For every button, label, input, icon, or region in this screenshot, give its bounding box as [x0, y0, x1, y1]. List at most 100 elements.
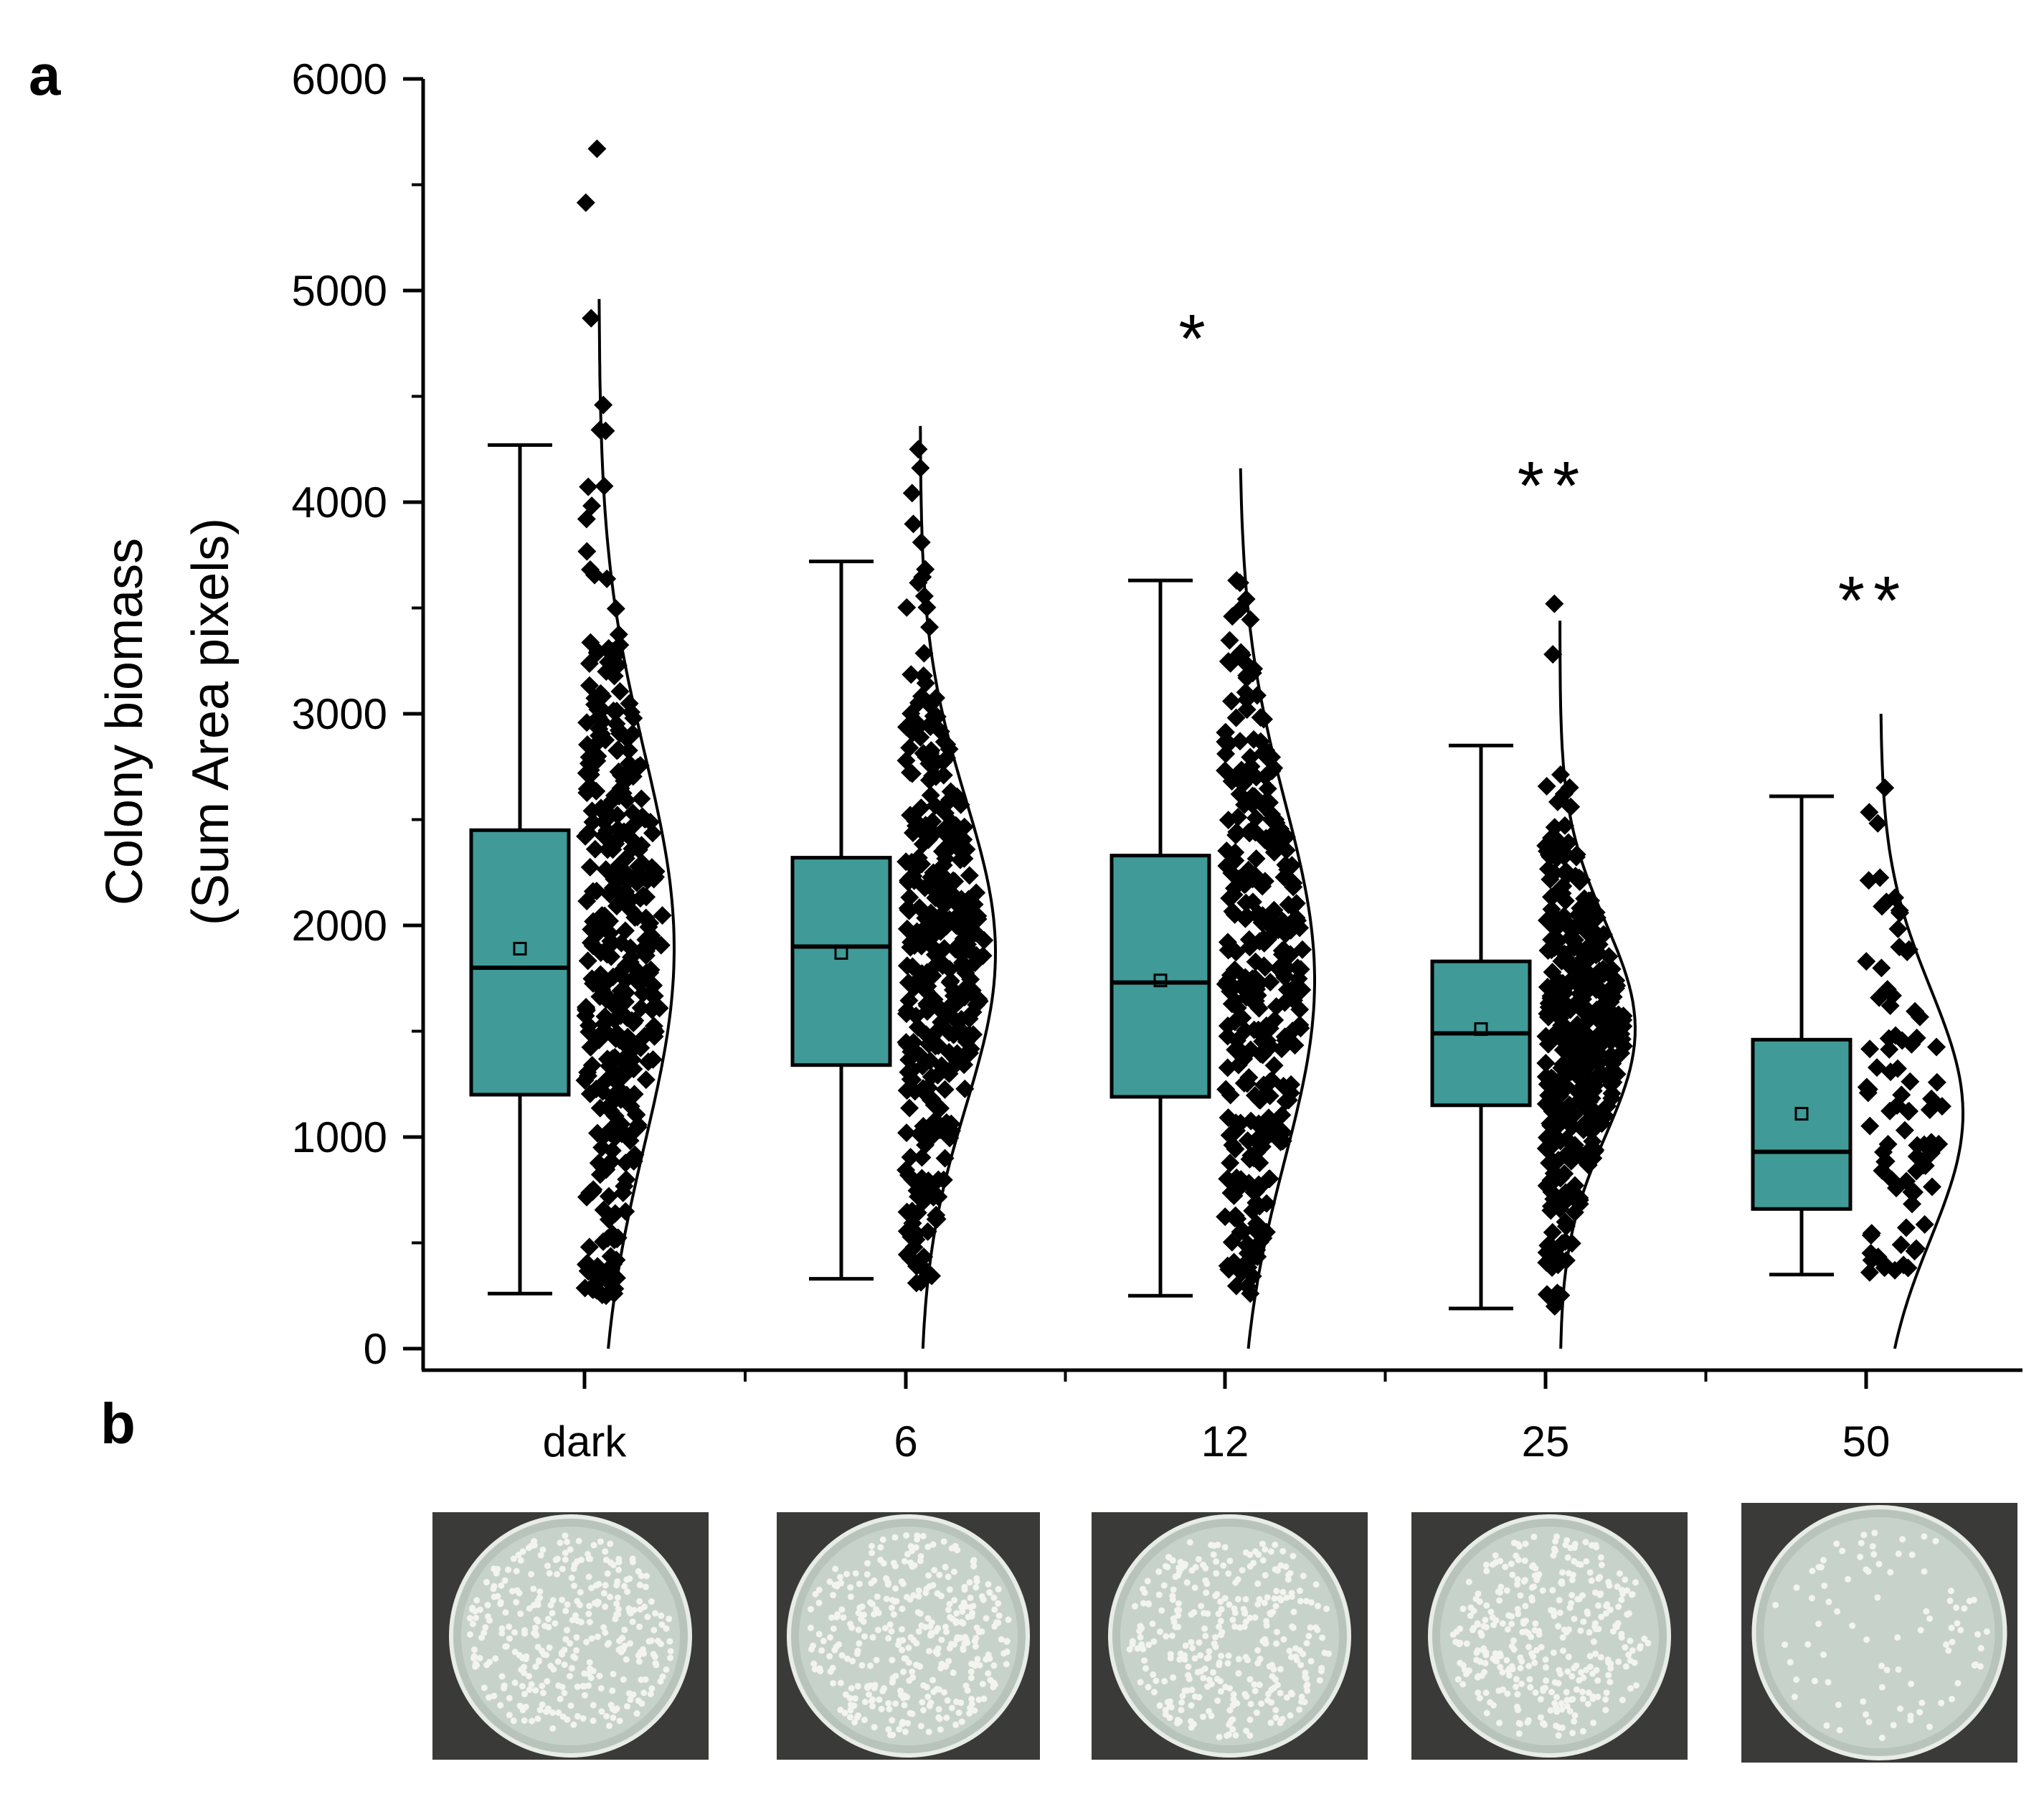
data-point: [1562, 1026, 1581, 1045]
data-point: [1536, 1027, 1556, 1046]
colony-dot: [858, 1661, 866, 1669]
colony-dot: [1162, 1562, 1169, 1570]
colony-dot: [531, 1624, 539, 1631]
colony-dot: [1809, 1567, 1816, 1575]
colony-dot: [613, 1600, 620, 1608]
data-point: [922, 1089, 942, 1108]
colony-dot: [1594, 1693, 1601, 1700]
data-point: [620, 1131, 640, 1151]
data-point: [590, 420, 610, 440]
colony-dot: [1815, 1564, 1822, 1571]
data-point: [937, 794, 957, 813]
colony-dot: [564, 1626, 571, 1633]
data-point: [1287, 908, 1306, 928]
colony-dot: [1504, 1690, 1511, 1697]
colony-dot: [1530, 1533, 1538, 1540]
colony-dot: [991, 1606, 998, 1613]
colony-dot: [922, 1623, 929, 1631]
colony-dot: [1234, 1576, 1241, 1583]
colony-dot: [810, 1642, 817, 1649]
colony-dot: [1221, 1595, 1229, 1602]
colony-dot: [1182, 1642, 1189, 1649]
colony-dot: [586, 1603, 593, 1610]
colony-dot: [871, 1577, 878, 1584]
colony-dot: [893, 1598, 900, 1605]
colony-dot: [965, 1613, 972, 1621]
data-point: [916, 560, 935, 579]
colony-dot: [1192, 1564, 1199, 1571]
data-point: [922, 867, 941, 887]
colony-dot: [657, 1641, 664, 1648]
data-point: [624, 1014, 643, 1033]
colony-dot: [1496, 1720, 1503, 1727]
data-point: [899, 900, 918, 920]
colony-dot: [1185, 1663, 1192, 1670]
colony-dot: [1483, 1567, 1490, 1575]
colony-dot: [1629, 1647, 1636, 1654]
panel-label-a: a: [29, 43, 61, 107]
colony-dot: [1129, 1638, 1136, 1645]
data-point: [577, 509, 596, 529]
data-point: [1558, 973, 1578, 993]
data-point: [605, 786, 624, 805]
colony-dot: [1186, 1539, 1193, 1546]
data-point: [926, 767, 945, 786]
data-point: [596, 860, 615, 879]
colony-dot: [936, 1571, 943, 1578]
colony-dot: [1627, 1637, 1634, 1644]
colony-dot: [1301, 1699, 1308, 1706]
colony-dot: [1603, 1689, 1610, 1697]
colony-dot: [1618, 1634, 1625, 1641]
data-point: [1239, 1258, 1258, 1277]
data-point: [1276, 855, 1295, 874]
colony-dot: [1525, 1662, 1533, 1669]
colony-dot: [967, 1668, 975, 1675]
data-point: [909, 1187, 928, 1207]
colony-dot: [1252, 1548, 1259, 1555]
colony-dot: [653, 1661, 660, 1669]
colony-dot: [1216, 1678, 1224, 1685]
colony-dot: [1948, 1624, 1955, 1631]
colony-dot: [1573, 1662, 1580, 1669]
colony-dot: [620, 1676, 627, 1683]
colony-dot: [1505, 1666, 1512, 1674]
colony-dot: [1188, 1687, 1196, 1694]
colony-dot: [1268, 1686, 1275, 1693]
colony-dot: [506, 1623, 513, 1631]
data-point: [631, 999, 650, 1018]
colony-dot: [526, 1673, 533, 1680]
colony-dot: [1590, 1720, 1597, 1727]
data-point: [579, 1066, 598, 1085]
colony-dot: [826, 1653, 833, 1660]
data-point: [1867, 1058, 1886, 1077]
colony-dot: [919, 1699, 926, 1706]
colony-dot: [1214, 1697, 1221, 1704]
colony-dot: [616, 1717, 623, 1725]
colony-dot: [836, 1641, 843, 1648]
colony-dot: [874, 1626, 881, 1633]
colony-dot: [640, 1689, 648, 1697]
data-point: [1599, 947, 1619, 966]
colony-dot: [635, 1658, 643, 1665]
colony-dot: [562, 1608, 569, 1615]
colony-dot: [1878, 1662, 1886, 1669]
colony-dot: [1279, 1547, 1287, 1555]
colony-dot: [595, 1580, 602, 1588]
data-point: [1537, 1253, 1556, 1272]
colony-dot: [1622, 1576, 1629, 1583]
colony-dot: [598, 1708, 605, 1715]
colony-dot: [1606, 1582, 1613, 1589]
colony-dot: [513, 1567, 520, 1575]
colony-dot: [564, 1716, 571, 1723]
data-point: [578, 951, 597, 971]
data-point: [1262, 747, 1282, 767]
colony-dot: [951, 1597, 958, 1604]
colony-dot: [1252, 1614, 1259, 1621]
colony-dot: [1283, 1594, 1290, 1601]
data-point: [612, 1114, 631, 1133]
y-tick-label: 1000: [292, 1113, 387, 1161]
colony-dot: [1191, 1609, 1198, 1616]
colony-dot: [1217, 1631, 1224, 1638]
data-point: [1217, 734, 1236, 753]
data-point: [596, 730, 615, 750]
